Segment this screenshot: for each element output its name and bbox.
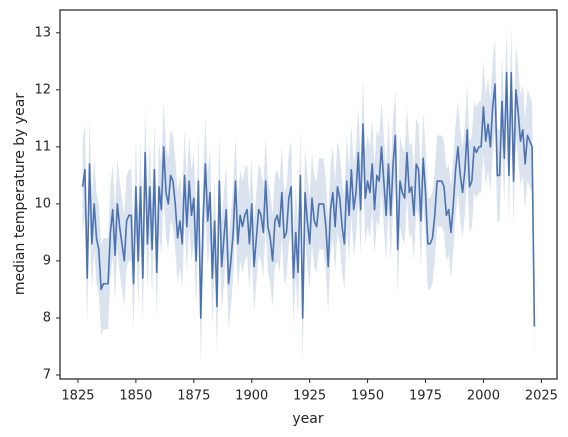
- y-tick-label: 7: [43, 368, 51, 383]
- x-axis-label: year: [292, 411, 323, 427]
- y-tick-label: 11: [34, 139, 51, 154]
- confidence-band: [82, 27, 535, 364]
- x-tick-label: 1825: [61, 389, 94, 404]
- x-tick-label: 2025: [525, 389, 558, 404]
- y-tick-label: 13: [34, 25, 51, 40]
- x-tick-label: 1850: [119, 389, 152, 404]
- x-tick-label: 1875: [177, 389, 210, 404]
- y-axis-label: median temperature by year: [12, 93, 28, 295]
- x-tick-label: 1925: [293, 389, 326, 404]
- x-tick-label: 1900: [235, 389, 268, 404]
- y-tick-label: 10: [34, 196, 51, 211]
- y-tick-label: 12: [34, 82, 51, 97]
- line: [81, 71, 536, 327]
- x-tick-label: 1975: [409, 389, 442, 404]
- axes-frame: [59, 9, 558, 380]
- y-tick-label: 9: [43, 253, 51, 268]
- x-tick-label: 2000: [467, 389, 500, 404]
- y-tick-label: 8: [43, 310, 51, 325]
- x-tick-label: 1950: [351, 389, 384, 404]
